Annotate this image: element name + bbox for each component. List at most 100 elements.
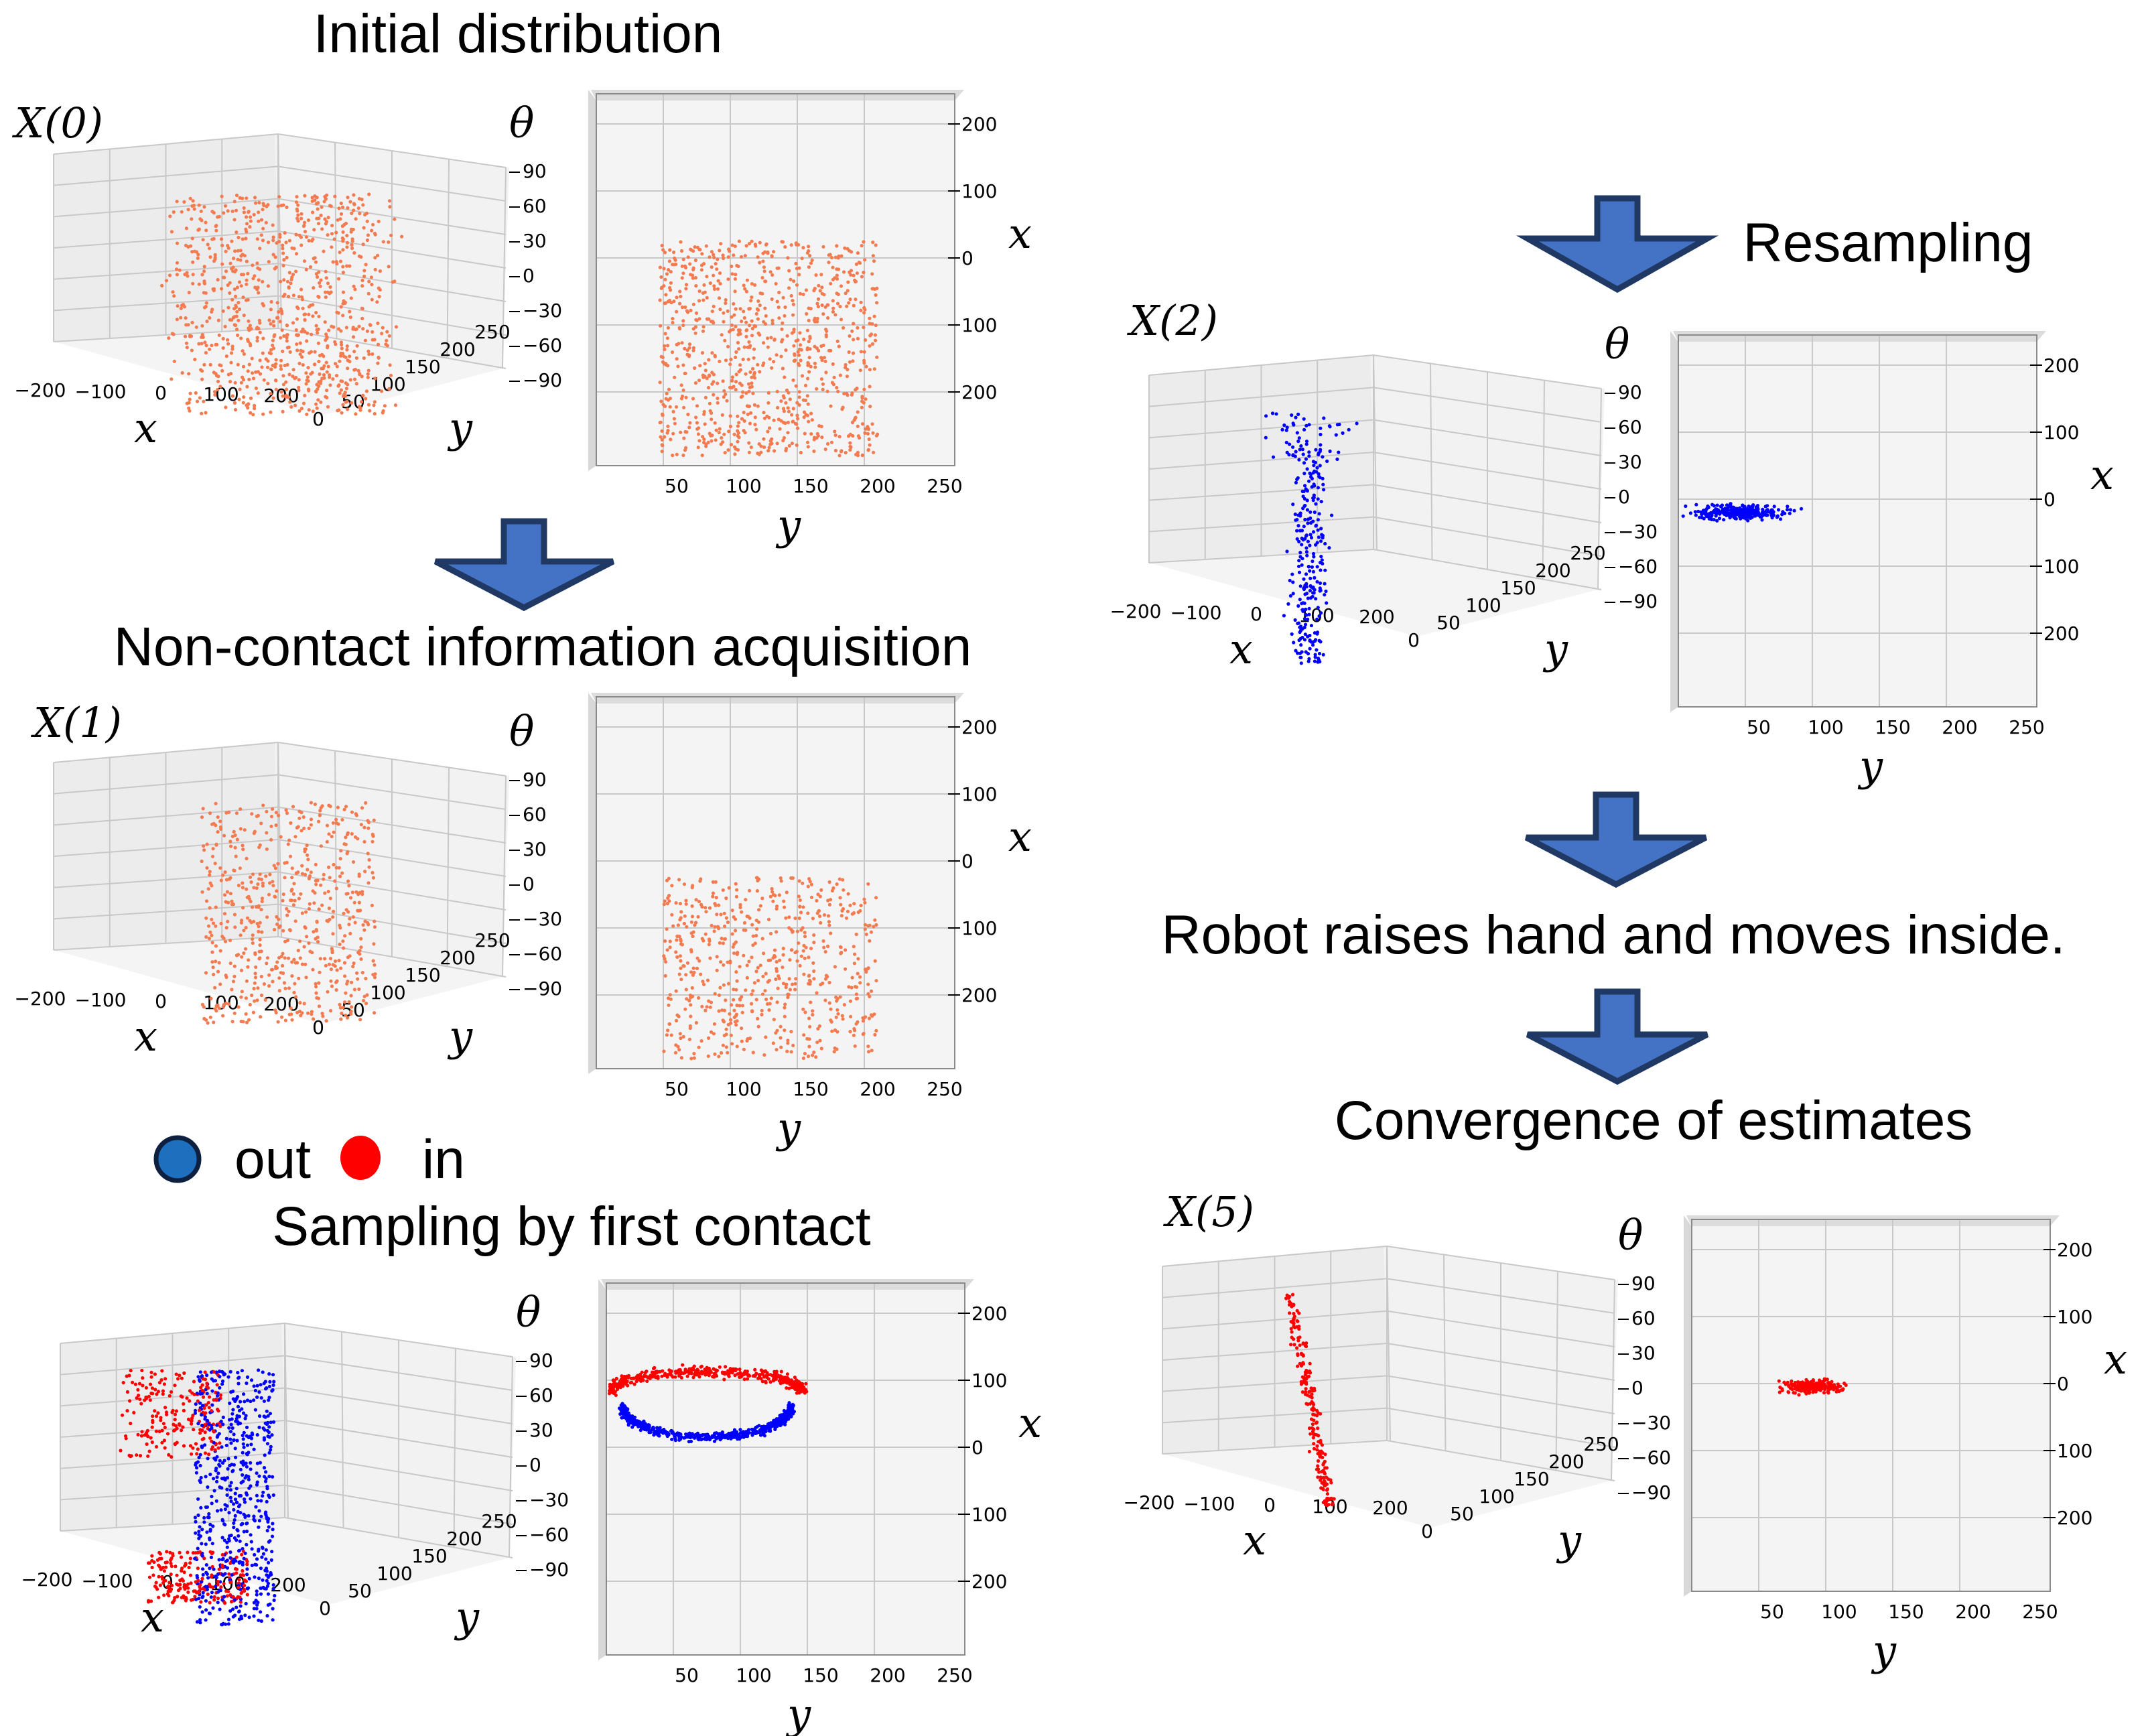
data-point [175, 318, 179, 322]
data-point [274, 387, 278, 391]
data-point [844, 948, 848, 952]
data-point [755, 889, 759, 893]
data-point [707, 358, 711, 362]
data-point [710, 310, 714, 314]
data-point [775, 299, 779, 304]
data-point [218, 1441, 222, 1445]
data-point [671, 924, 675, 928]
data-point [708, 906, 712, 910]
data-point [259, 821, 263, 825]
data-point [817, 914, 822, 919]
data-point [205, 1392, 209, 1396]
data-point [323, 891, 327, 895]
data-point [256, 266, 260, 270]
data-point [237, 1414, 241, 1418]
data-point [340, 205, 345, 209]
data-point [348, 954, 352, 958]
data-point [668, 945, 672, 949]
data-point [247, 377, 251, 381]
data-point [225, 1545, 229, 1549]
data-point [154, 1581, 158, 1585]
data-point [261, 226, 265, 230]
data-point [216, 1391, 220, 1395]
theta-tick-label: 30 [529, 1419, 553, 1441]
data-point [766, 449, 770, 453]
data-point [194, 1580, 198, 1584]
data-point [766, 345, 770, 349]
data-point [299, 407, 304, 411]
data-point [694, 898, 698, 902]
data-point [251, 413, 255, 417]
y-tick-label: 150 [803, 1664, 838, 1686]
data-point [271, 1587, 275, 1591]
data-point [205, 866, 209, 870]
data-point [671, 431, 675, 436]
data-point [230, 1463, 234, 1467]
data-point [806, 911, 810, 915]
data-point [704, 244, 708, 248]
data-point [663, 277, 667, 281]
data-point [205, 1530, 209, 1534]
data-point [691, 302, 695, 306]
data-point [360, 278, 364, 283]
data-point [247, 326, 251, 330]
data-point [347, 923, 351, 927]
data-point [233, 1491, 237, 1495]
data-point [208, 1585, 212, 1589]
y-tick-label: 200 [440, 338, 475, 360]
data-point [724, 1045, 728, 1049]
data-point [293, 898, 297, 903]
x-tick-label: −100 [75, 989, 127, 1011]
data-point [679, 959, 683, 963]
data-point [271, 320, 275, 324]
data-point [348, 931, 352, 935]
data-point [385, 338, 389, 342]
data-point [216, 375, 220, 379]
data-point [309, 870, 313, 874]
data-point [809, 882, 813, 886]
data-point [283, 876, 287, 880]
data-point [269, 308, 273, 312]
data-point [373, 976, 377, 980]
data-point [202, 1556, 206, 1560]
data-point [750, 385, 754, 389]
data-point [243, 1578, 247, 1582]
data-point [233, 381, 237, 385]
data-point [352, 961, 356, 965]
data-point [362, 994, 366, 998]
data-point [714, 262, 718, 266]
data-point [702, 438, 706, 442]
data-point [281, 409, 285, 414]
data-point [241, 349, 245, 353]
data-point [747, 389, 751, 393]
data-point [188, 391, 192, 395]
data-point [671, 317, 675, 321]
data-point [297, 409, 301, 413]
data-point [296, 949, 300, 953]
data-point [750, 334, 754, 338]
data-point [242, 1583, 247, 1587]
data-point [770, 318, 775, 322]
data-point [823, 359, 827, 364]
data-point [744, 391, 748, 395]
data-point [667, 299, 671, 304]
data-point [689, 970, 693, 974]
data-point [249, 880, 253, 884]
data-point [279, 336, 283, 340]
data-point [253, 196, 257, 200]
data-point [679, 294, 683, 299]
data-point [663, 899, 667, 903]
data-point [273, 1008, 277, 1012]
data-point [742, 316, 746, 320]
data-point [349, 1009, 353, 1014]
data-point [202, 1520, 206, 1524]
data-point [270, 1534, 275, 1538]
data-point [756, 317, 760, 321]
data-point [791, 302, 795, 306]
data-point [666, 344, 670, 348]
data-point [779, 1024, 783, 1028]
data-point [202, 306, 207, 310]
data-point [245, 1567, 249, 1571]
data-point [234, 1419, 238, 1423]
data-point [380, 389, 384, 393]
